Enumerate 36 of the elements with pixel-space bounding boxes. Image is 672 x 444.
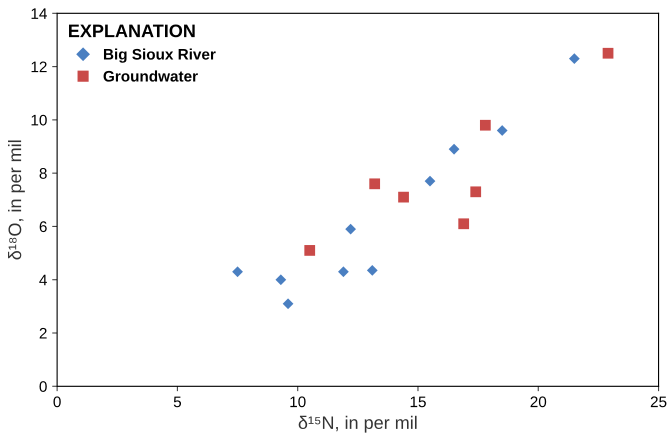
point (366, 265, 378, 276)
point (282, 298, 294, 310)
y-axis-title: δ¹⁸O, in per mil (8, 140, 25, 260)
y-tick-label: 14 (32, 8, 47, 19)
x-axis-title: δ¹⁵N, in per mil (298, 416, 417, 433)
point (470, 186, 482, 198)
x-tick-label: 5 (174, 396, 182, 408)
point (338, 266, 349, 278)
point (496, 125, 508, 136)
point (369, 178, 380, 190)
x-tick-label: 25 (650, 396, 666, 408)
point (424, 176, 436, 187)
y-tick-label: 4 (39, 274, 47, 286)
x-tick-label: 15 (410, 396, 426, 408)
point (458, 218, 470, 230)
point (304, 245, 316, 256)
point (345, 224, 356, 234)
x-tick-label: 10 (290, 396, 306, 408)
y-tick-label: 8 (40, 168, 47, 179)
point (398, 192, 409, 203)
point (602, 48, 614, 59)
legend-label: Big Sioux River (104, 48, 216, 63)
y-tick-label: 0 (40, 381, 47, 392)
x-tick-label: 20 (530, 396, 546, 408)
y-tick-label: 6 (40, 221, 47, 232)
point (275, 274, 286, 286)
point (232, 266, 243, 278)
y-tick-label: 10 (32, 114, 47, 126)
point (448, 144, 460, 155)
point (480, 120, 491, 131)
point (568, 53, 580, 64)
x-tick-label: 0 (53, 396, 61, 408)
y-tick-label: 12 (32, 61, 47, 72)
y-tick-label: 2 (40, 328, 47, 339)
legend-title: EXPLANATION (69, 24, 195, 38)
legend-label: Groundwater (104, 70, 198, 82)
